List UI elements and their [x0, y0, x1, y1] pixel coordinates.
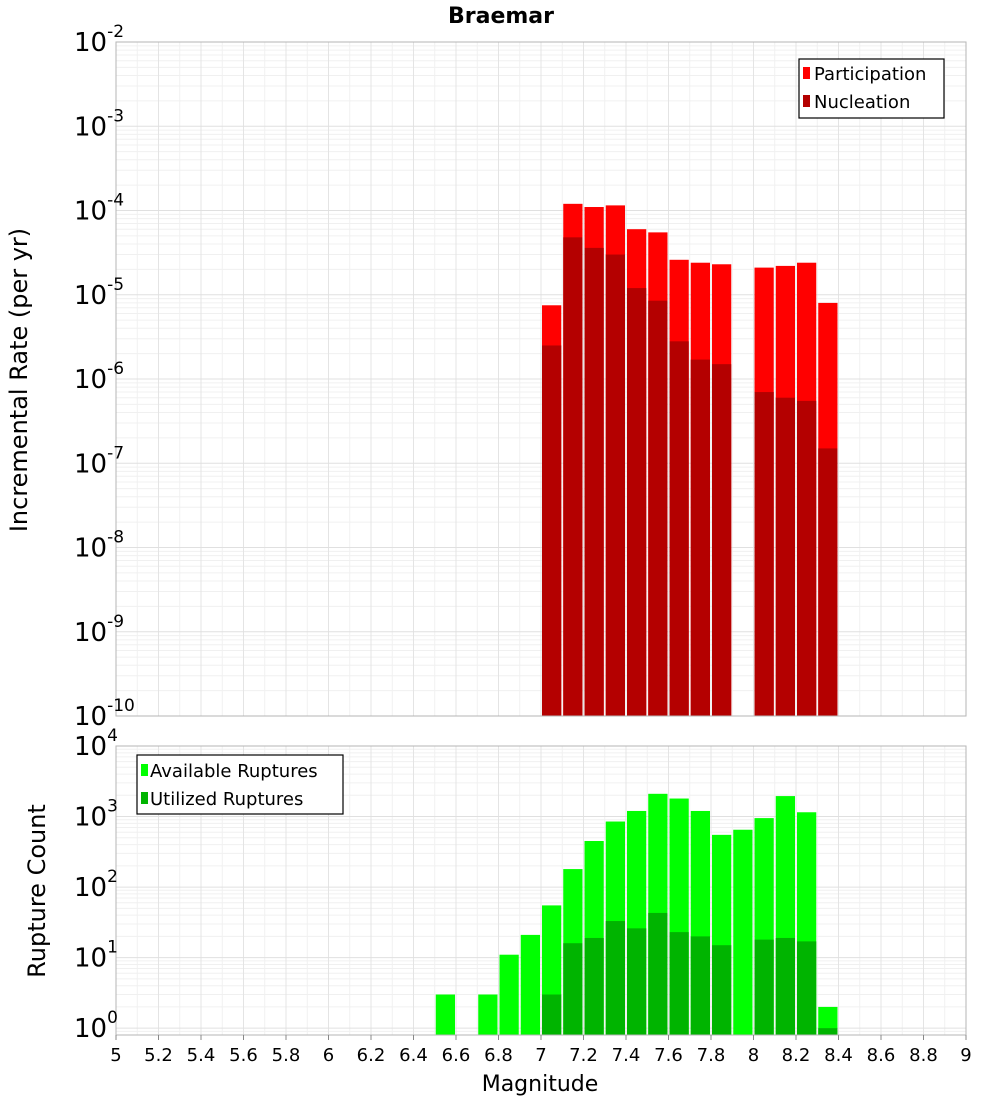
x-tick-label: 8 — [748, 1045, 759, 1066]
count-bar-utilized-ruptures — [669, 932, 689, 1035]
y-tick-label: 10-4 — [74, 191, 124, 227]
rate-bar-nucleation — [818, 448, 838, 716]
x-tick-label: 7.6 — [654, 1045, 683, 1066]
rate-y-ticks: 10-10 10-9 10-8 10-7 10-6 10-5 10-4 10-3 10-2 — [74, 22, 135, 732]
y-tick-label: 101 — [74, 938, 118, 974]
count-bar-available-ruptures — [733, 829, 753, 1035]
legend-label-available: Available Ruptures — [150, 761, 318, 782]
x-tick-label: 8.4 — [824, 1045, 853, 1066]
legend-swatch-nucleation — [803, 95, 810, 107]
y-tick-label: 102 — [74, 867, 118, 903]
count-bar-utilized-ruptures — [712, 945, 732, 1035]
rate-bar-nucleation — [648, 300, 668, 716]
x-tick-label: 8.2 — [782, 1045, 811, 1066]
x-tick-label: 9 — [960, 1045, 971, 1066]
magnitude-x-ticks: 5 5.2 5.4 5.6 5.8 6 6.2 6.4 6.6 6.8 7 7.2 7.4 7.6 7.8 8… — [110, 1035, 972, 1066]
count-bar-available-ruptures — [478, 994, 498, 1035]
y-tick-label: 10-3 — [74, 106, 124, 142]
rate-legend: Participation Nucleation — [798, 58, 945, 119]
x-tick-label: 6.8 — [484, 1045, 513, 1066]
count-bar-available-ruptures — [818, 1006, 838, 1035]
chart-title: Braemar — [448, 4, 554, 29]
rate-major-gridlines — [115, 41, 967, 717]
legend-swatch-utilized — [141, 792, 148, 804]
rate-bar-nucleation — [669, 341, 689, 716]
rate-legend-box — [798, 58, 945, 119]
count-bar-available-ruptures — [520, 934, 540, 1035]
x-tick-label: 8.6 — [867, 1045, 896, 1066]
count-bar-available-ruptures — [499, 954, 519, 1035]
rate-bar-nucleation — [754, 392, 774, 716]
count-bar-utilized-ruptures — [563, 943, 583, 1035]
rate-bar-nucleation — [775, 397, 795, 716]
rate-bar-nucleation — [627, 288, 647, 716]
y-tick-label: 10-5 — [74, 275, 124, 311]
count-bar-utilized-ruptures — [754, 939, 774, 1035]
x-tick-label: 7.2 — [569, 1045, 598, 1066]
rate-bar-nucleation — [797, 400, 817, 716]
y-tick-label: 100 — [74, 1008, 118, 1044]
legend-swatch-participation — [803, 67, 810, 79]
x-tick-label: 5.4 — [187, 1045, 216, 1066]
count-bar-utilized-ruptures — [818, 1028, 838, 1035]
y-tick-label: 10-7 — [74, 443, 124, 479]
x-tick-label: 8.8 — [909, 1045, 938, 1066]
count-bar-utilized-ruptures — [775, 937, 795, 1035]
rate-bar-nucleation — [712, 364, 732, 716]
count-legend-box — [136, 754, 344, 815]
count-bar-utilized-ruptures — [797, 941, 817, 1035]
y-tick-label: 10-8 — [74, 528, 124, 564]
count-bar-utilized-ruptures — [605, 921, 625, 1035]
x-axis-label: Magnitude — [482, 1072, 599, 1097]
count-bars — [435, 793, 838, 1035]
count-bar-utilized-ruptures — [690, 936, 710, 1035]
x-tick-label: 6.6 — [442, 1045, 471, 1066]
x-tick-label: 7.8 — [697, 1045, 726, 1066]
count-bar-utilized-ruptures — [584, 937, 604, 1035]
y-tick-label: 104 — [74, 726, 118, 762]
y-tick-label: 10-10 — [74, 696, 135, 732]
rate-bar-nucleation — [584, 247, 604, 716]
y-tick-label: 10-6 — [74, 359, 124, 395]
rate-bar-nucleation — [690, 359, 710, 716]
rate-plot-frame — [115, 41, 967, 717]
count-bar-utilized-ruptures — [648, 912, 668, 1035]
rate-bar-nucleation — [605, 254, 625, 716]
count-minor-gridlines — [116, 746, 966, 1036]
x-tick-label: 5 — [110, 1045, 121, 1066]
x-tick-label: 6.2 — [357, 1045, 386, 1066]
y-tick-label: 10-2 — [74, 22, 124, 58]
rate-bars — [542, 203, 838, 717]
count-bar-utilized-ruptures — [627, 928, 647, 1035]
rate-bar-nucleation — [542, 345, 562, 716]
legend-label-nucleation: Nucleation — [814, 92, 910, 113]
x-tick-label: 7.4 — [612, 1045, 641, 1066]
count-y-axis-label: Rupture Count — [23, 804, 51, 978]
rate-y-axis-label: Incremental Rate (per yr) — [5, 228, 33, 532]
y-tick-label: 10-9 — [74, 612, 124, 648]
x-tick-label: 6.4 — [399, 1045, 428, 1066]
x-tick-label: 5.6 — [229, 1045, 258, 1066]
legend-label-utilized: Utilized Ruptures — [150, 789, 303, 810]
count-y-ticks: 100 101 102 103 104 — [74, 726, 118, 1044]
x-tick-label: 5.8 — [272, 1045, 301, 1066]
count-legend: Available Ruptures Utilized Ruptures — [136, 754, 344, 815]
count-bar-available-ruptures — [435, 994, 455, 1035]
y-tick-label: 103 — [74, 797, 118, 833]
x-tick-label: 5.2 — [144, 1045, 173, 1066]
legend-swatch-available — [141, 764, 148, 776]
count-bar-utilized-ruptures — [542, 994, 562, 1035]
x-tick-label: 6 — [323, 1045, 334, 1066]
rate-bar-nucleation — [563, 237, 583, 717]
legend-label-participation: Participation — [814, 64, 926, 85]
x-tick-label: 7 — [535, 1045, 546, 1066]
